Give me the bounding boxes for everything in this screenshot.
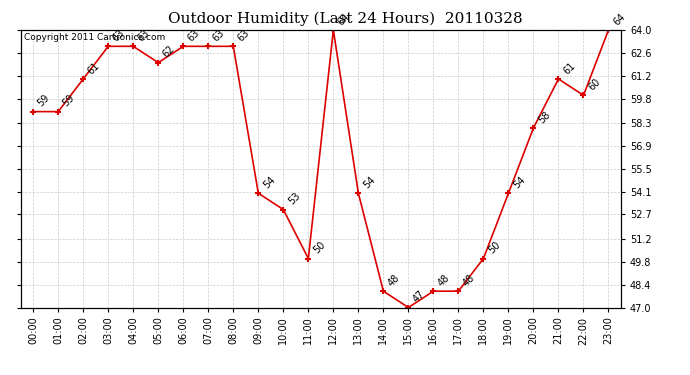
Text: 50: 50 <box>311 240 327 256</box>
Text: 59: 59 <box>36 93 52 109</box>
Text: 54: 54 <box>261 175 277 190</box>
Text: 47: 47 <box>411 289 427 305</box>
Text: 64: 64 <box>611 12 627 27</box>
Text: Copyright 2011 Cartronics.com: Copyright 2011 Cartronics.com <box>23 33 165 42</box>
Text: 48: 48 <box>436 273 452 288</box>
Text: 53: 53 <box>286 191 302 207</box>
Text: 61: 61 <box>86 60 101 76</box>
Text: 63: 63 <box>211 28 227 44</box>
Text: 58: 58 <box>536 110 552 125</box>
Text: 63: 63 <box>136 28 152 44</box>
Text: 64: 64 <box>336 12 352 27</box>
Text: 48: 48 <box>386 273 402 288</box>
Text: 48: 48 <box>461 273 477 288</box>
Text: 63: 63 <box>186 28 201 44</box>
Text: 54: 54 <box>361 175 377 190</box>
Text: 50: 50 <box>486 240 502 256</box>
Text: 60: 60 <box>586 77 602 93</box>
Text: 61: 61 <box>561 60 577 76</box>
Text: Outdoor Humidity (Last 24 Hours)  20110328: Outdoor Humidity (Last 24 Hours) 2011032… <box>168 11 522 26</box>
Text: 63: 63 <box>111 28 127 44</box>
Text: 59: 59 <box>61 93 77 109</box>
Text: 54: 54 <box>511 175 527 190</box>
Text: 62: 62 <box>161 44 177 60</box>
Text: 63: 63 <box>236 28 252 44</box>
